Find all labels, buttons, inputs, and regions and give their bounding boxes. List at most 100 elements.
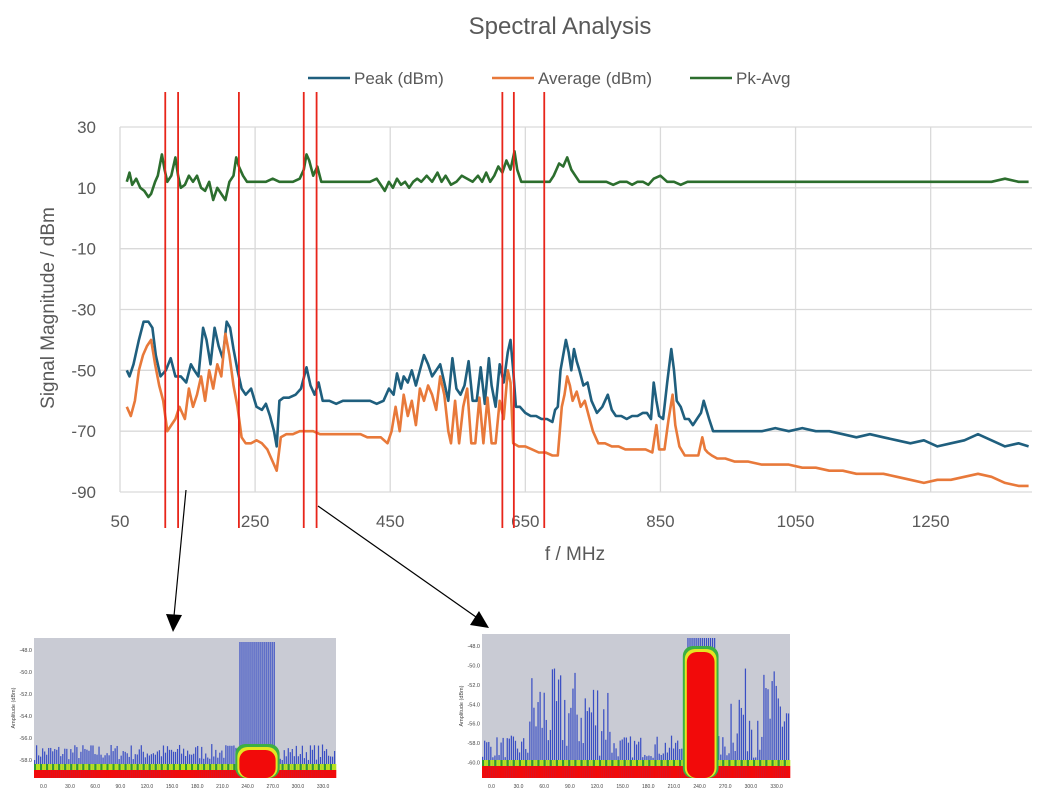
spectrogram-band: [94, 764, 97, 770]
spectrogram-floor: [44, 770, 47, 778]
spectrogram-floor: [677, 766, 680, 778]
spectrogram-blue-column: [287, 748, 289, 778]
spectrogram-floor: [490, 766, 493, 778]
spectrogram-band: [537, 760, 540, 766]
spectrogram-band: [124, 764, 127, 770]
spectrogram-band: [502, 760, 505, 766]
spectrogram-blue-column: [176, 748, 179, 778]
spectrogram-band: [765, 760, 768, 766]
spectrogram-band: [525, 760, 528, 766]
spectrogram-band: [209, 764, 212, 770]
spectrogram-floor: [482, 766, 485, 778]
spectrogram-band: [658, 760, 661, 766]
spectrogram-band: [654, 760, 657, 766]
spectrogram-floor: [596, 766, 600, 778]
spectrogram-floor: [769, 766, 772, 778]
spectrogram-band: [142, 764, 146, 770]
spectrogram-floor: [309, 770, 313, 778]
spectrogram-band: [199, 764, 202, 770]
spectrogram-band: [557, 760, 561, 766]
inset-x-tick-label: 240.0: [693, 784, 706, 790]
spectrogram-band: [38, 764, 41, 770]
spectrogram-band: [170, 764, 174, 770]
spectrogram-floor: [178, 770, 182, 778]
inset-x-tick-label: 270.0: [719, 784, 732, 790]
x-axis-label: f / MHz: [545, 544, 605, 565]
spectrogram-band: [110, 764, 113, 770]
inset-y-tick-label: -56.0: [19, 736, 32, 742]
spectrogram-band: [201, 764, 204, 770]
spectrogram-floor: [40, 770, 43, 778]
spectrogram-floor: [217, 770, 220, 778]
spectrogram-floor: [327, 770, 331, 778]
spectrogram-floor: [681, 766, 684, 778]
spectrogram-band: [740, 760, 744, 766]
spectrogram-floor: [529, 766, 532, 778]
spectrogram-blue-column: [48, 747, 50, 778]
spectrogram-floor: [160, 770, 164, 778]
spectrogram-blue-column: [539, 691, 541, 778]
y-tick-label: 30: [77, 118, 96, 137]
spectrogram-blue-column: [572, 688, 574, 778]
spectrogram-band: [750, 760, 754, 766]
spectrogram-blue-column: [64, 748, 66, 778]
spectrogram-band: [506, 760, 509, 766]
spectrogram-band: [599, 760, 602, 766]
spectrogram-floor: [656, 766, 659, 778]
spectrogram-blue-column: [769, 718, 771, 778]
spectrogram-blue-column: [740, 707, 742, 778]
spectrogram-floor: [765, 766, 768, 778]
spectrogram-floor: [144, 770, 148, 778]
spectrogram-band: [629, 760, 633, 766]
spectrogram-blue-column: [245, 642, 247, 778]
spectrogram-band: [551, 760, 555, 766]
spectrogram-floor: [128, 770, 131, 778]
inset-x-tick-label: 270.0: [267, 784, 280, 790]
spectrogram-floor: [518, 766, 522, 778]
spectrogram-blue-column: [576, 714, 578, 778]
spectrogram-band: [514, 760, 518, 766]
spectrogram-band: [283, 764, 286, 770]
spectrogram-band: [104, 764, 107, 770]
spectrogram-blue-column: [580, 717, 582, 778]
spectrogram-blue-column: [547, 740, 549, 778]
spectrogram-band: [140, 764, 144, 770]
spectrogram-floor: [134, 770, 137, 778]
spectrogram-band: [757, 760, 760, 766]
spectrogram-floor: [80, 770, 83, 778]
spectrogram-floor: [650, 766, 653, 778]
spectrogram-band: [543, 760, 546, 766]
spectrogram-band: [189, 764, 192, 770]
spectrogram-floor: [311, 770, 315, 778]
spectrogram-blue-column: [197, 745, 199, 778]
spectrogram-blue-column: [535, 726, 537, 778]
spectrogram-floor: [303, 770, 307, 778]
spectrogram-band: [668, 760, 672, 766]
spectrogram-band: [773, 760, 776, 766]
spectrogram-floor: [96, 770, 99, 778]
spectrogram-band: [56, 764, 59, 770]
spectrogram-band: [317, 764, 321, 770]
spectrogram-floor: [70, 770, 73, 778]
spectrogram-floor: [555, 766, 559, 778]
spectrogram-blue-column: [74, 745, 76, 778]
spectrogram-floor: [277, 770, 280, 778]
spectrogram-band: [187, 764, 190, 770]
spectrogram-band: [80, 764, 83, 770]
spectrogram-band: [631, 760, 635, 766]
spectrogram-band: [783, 760, 787, 766]
spectrogram-band: [584, 760, 588, 766]
spectrogram-band: [679, 760, 682, 766]
spectrogram-floor: [92, 770, 95, 778]
inset-y-tick-label: -58.0: [19, 758, 32, 764]
spectrogram-floor: [287, 770, 290, 778]
spectrogram-blue-column: [744, 668, 747, 778]
spectrogram-floor: [629, 766, 633, 778]
spectrogram-blue-column: [92, 745, 94, 778]
spectrogram-band: [82, 764, 85, 770]
spectrogram-blue-column: [588, 707, 591, 778]
spectrogram-blue-column: [301, 745, 303, 778]
spectrogram-band: [560, 760, 563, 766]
spectrogram-floor: [72, 770, 75, 778]
spectrogram-floor: [68, 770, 71, 778]
